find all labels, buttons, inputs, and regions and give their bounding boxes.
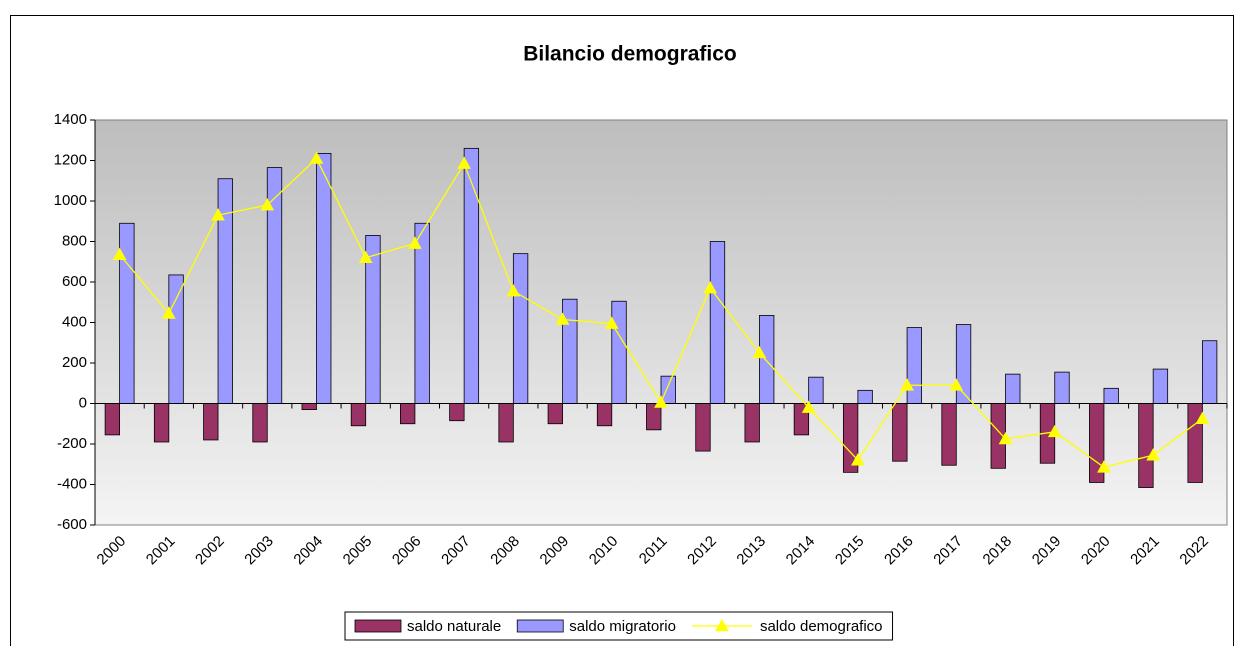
bar (596, 403, 613, 427)
y-tick-label: -200 (57, 435, 87, 452)
legend-swatch (354, 619, 402, 633)
marker (949, 378, 964, 391)
bar (119, 222, 135, 404)
bar (449, 403, 465, 422)
legend (344, 611, 894, 641)
bar (744, 403, 760, 443)
bar (400, 403, 416, 425)
legend-swatch (715, 618, 729, 632)
marker (1195, 411, 1210, 424)
bar (350, 403, 367, 427)
marker (1146, 448, 1161, 461)
legend-label: saldo naturale (407, 618, 501, 635)
y-tick-label: -400 (57, 475, 87, 492)
plot-area (94, 119, 1228, 526)
bar (301, 403, 317, 410)
marker (260, 198, 275, 211)
bar (759, 315, 775, 404)
bar (168, 274, 184, 404)
bar (562, 298, 578, 404)
marker (408, 236, 422, 249)
marker (358, 250, 373, 263)
bar (547, 403, 563, 425)
marker (555, 312, 570, 325)
bar (611, 300, 627, 404)
marker (309, 151, 324, 164)
marker (604, 316, 619, 329)
bar (1103, 387, 1119, 404)
marker (1047, 424, 1062, 438)
bar (1054, 371, 1070, 404)
bar (1005, 373, 1021, 404)
bar (892, 403, 908, 462)
bar (695, 403, 711, 452)
y-tick-label: 600 (62, 273, 87, 290)
bar (808, 376, 824, 404)
y-tick-label: 0 (79, 394, 87, 411)
legend-swatch (516, 619, 564, 633)
marker (752, 345, 767, 359)
bar (512, 253, 529, 404)
y-tick-label: -600 (57, 516, 87, 533)
y-tick-label: 1200 (54, 151, 87, 168)
bar (1152, 368, 1169, 404)
y-tick-label: 1000 (54, 192, 87, 209)
bar (709, 241, 726, 404)
bar (316, 153, 332, 404)
bar (1138, 403, 1154, 488)
marker (851, 453, 865, 466)
marker (211, 208, 225, 221)
bar (203, 403, 219, 441)
bar (1187, 403, 1203, 483)
marker (112, 247, 127, 260)
bar (463, 147, 480, 404)
bar (498, 403, 514, 443)
bar (941, 403, 957, 466)
y-tick-label: 400 (62, 313, 87, 330)
y-tick-label: 200 (62, 354, 87, 371)
bar (1201, 340, 1218, 404)
chart-title: Bilancio demografico (523, 43, 737, 66)
marker (703, 281, 718, 294)
bar (252, 403, 268, 443)
legend-label: saldo migratorio (569, 618, 676, 635)
bar (153, 403, 170, 443)
bar (414, 222, 430, 404)
marker (506, 284, 521, 297)
marker (801, 400, 816, 413)
marker (654, 395, 668, 408)
bar (104, 403, 121, 436)
y-tick-label: 800 (62, 232, 87, 249)
bar (857, 389, 873, 404)
marker (1097, 460, 1111, 473)
marker (457, 156, 471, 169)
y-tick-label: 1400 (54, 111, 87, 128)
bar (906, 327, 922, 404)
marker (161, 306, 176, 319)
marker (998, 431, 1013, 445)
marker (900, 378, 914, 391)
legend-label: saldo demografico (760, 618, 883, 635)
bar (955, 324, 972, 404)
